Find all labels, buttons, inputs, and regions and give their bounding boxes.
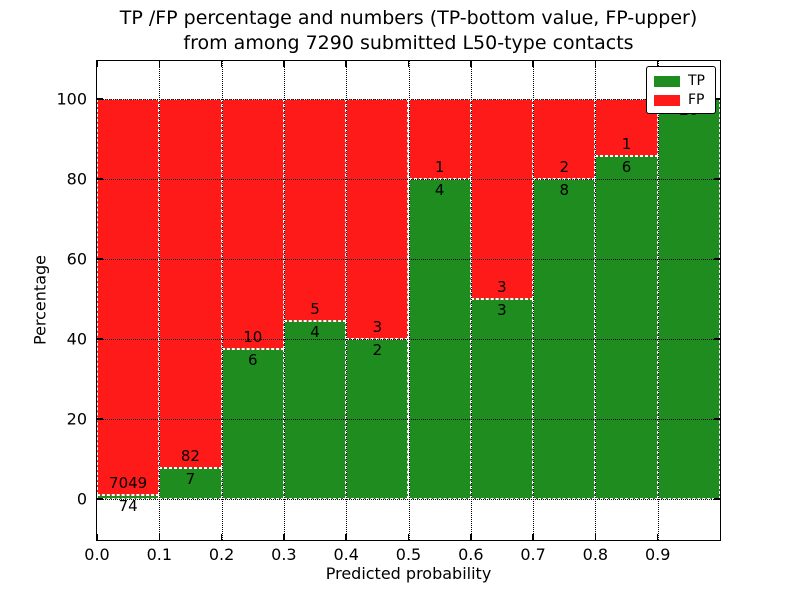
x-tick-label-0.0: 0.0: [84, 545, 110, 564]
bar-label-tp-4: 2: [372, 341, 383, 359]
bar-segment-tp-3: [283, 321, 347, 499]
bar-label-fp-2: 10: [243, 328, 263, 346]
y-tick-right-20: [714, 418, 720, 420]
bar-segment-tp-2: [221, 349, 284, 499]
legend-swatch-fp: [654, 94, 680, 106]
y-tick-right-80: [714, 178, 720, 180]
x-tick-top-0: [96, 61, 98, 67]
bar-segment-fp-2: [221, 99, 284, 349]
x-tick-bottom-2: [220, 534, 223, 540]
y-tick-left-60: [97, 258, 103, 260]
x-tick-label-0.6: 0.6: [458, 545, 484, 564]
x-tick-top-1: [158, 61, 161, 67]
bar-label-tp-8: 6: [621, 158, 632, 177]
x-tick-bottom-9: [656, 534, 659, 540]
legend-label-tp: TP: [688, 73, 705, 89]
x-tick-top-3: [283, 61, 285, 67]
grid-line-y-0: [97, 499, 720, 500]
x-tick-label-0.9: 0.9: [644, 545, 671, 564]
y-tick-label-80: 80: [66, 169, 87, 189]
bar-segment-tp-9: [657, 99, 720, 499]
bar-label-fp-3: 5: [310, 300, 320, 319]
bar-label-fp-7: 2: [559, 158, 570, 176]
bar-segment-tp-8: [595, 156, 658, 499]
x-tick-bottom-1: [158, 534, 161, 540]
bar-label-fp-1: 82: [180, 446, 200, 465]
y-tick-left-100: [97, 98, 103, 100]
x-tick-bottom-7: [532, 534, 534, 540]
bar-label-tp-0: 74: [118, 496, 138, 515]
y-tick-right-40: [714, 338, 720, 340]
plot-area: TP FP 7049 74 82 7 10 6 5 4 3 2 1 4 3 3 2 8 1 6 20 0.0 0.1 0.…: [56, 60, 721, 564]
x-tick-label-0.2: 0.2: [208, 545, 235, 564]
x-tick-label-0.7: 0.7: [520, 545, 546, 564]
y-tick-left-20: [97, 418, 103, 420]
x-tick-bottom-3: [283, 534, 285, 540]
legend: TP FP: [646, 66, 716, 114]
legend-swatch-tp: [654, 75, 680, 87]
y-tick-label-60: 60: [66, 249, 87, 269]
y-tick-left-80: [97, 178, 103, 180]
bar-segment-tp-0: [97, 494, 160, 499]
x-tick-bottom-6: [470, 534, 472, 540]
y-tick-left-40: [97, 338, 103, 340]
y-axis-label: Percentage: [30, 254, 50, 346]
x-tick-top-7: [532, 61, 534, 67]
y-tick-right-0: [714, 498, 720, 500]
bar-label-fp-6: 3: [497, 278, 507, 296]
bar-segment-tp-7: [533, 179, 596, 499]
bar-label-tp-2: 6: [247, 351, 258, 369]
chart-title: TP /FP percentage and numbers (TP-bottom…: [97, 6, 720, 56]
y-tick-left-0: [97, 498, 103, 500]
x-tick-top-5: [407, 61, 410, 67]
bar-segment-fp-7: [533, 99, 596, 179]
x-axis-label: Predicted probability: [325, 564, 492, 583]
x-tick-top-2: [220, 61, 223, 67]
bar-segment-fp-3: [283, 99, 347, 322]
x-tick-bottom-0: [96, 534, 98, 540]
bar-label-tp-1: 7: [185, 469, 196, 488]
bar-segment-fp-6: [470, 99, 534, 299]
x-tick-top-4: [345, 61, 347, 67]
bar-label-tp-6: 3: [497, 301, 507, 319]
bar-label-fp-4: 3: [372, 318, 383, 336]
bar-label-fp-8: 1: [621, 135, 632, 154]
bar-label-fp-0: 7049: [109, 473, 148, 492]
chart-title-line1: TP /FP percentage and numbers (TP-bottom…: [119, 7, 698, 29]
x-tick-bottom-4: [345, 534, 347, 540]
bar-segment-fp-0: [97, 99, 160, 495]
bar-segment-tp-4: [346, 339, 409, 499]
x-tick-label-0.5: 0.5: [395, 545, 422, 564]
bar-label-tp-5: 4: [434, 181, 445, 199]
bar-segment-fp-5: [408, 99, 471, 179]
bar-segment-tp-1: [159, 467, 222, 499]
bar-segment-fp-1: [159, 99, 222, 468]
x-tick-label-0.8: 0.8: [582, 545, 609, 564]
legend-label-fp: FP: [688, 92, 705, 108]
y-tick-label-100: 100: [56, 89, 87, 109]
y-tick-label-40: 40: [66, 329, 87, 349]
x-tick-label-0.4: 0.4: [333, 545, 359, 564]
bar-label-fp-5: 1: [434, 158, 445, 176]
x-tick-bottom-5: [407, 534, 410, 540]
y-tick-right-60: [714, 258, 720, 260]
y-tick-label-0: 0: [76, 489, 87, 509]
x-tick-top-8: [594, 61, 597, 67]
x-tick-bottom-8: [594, 534, 597, 540]
bar-label-tp-3: 4: [310, 323, 320, 342]
bar-segment-fp-4: [346, 99, 409, 339]
legend-item-fp: FP: [654, 92, 708, 108]
x-tick-top-6: [470, 61, 472, 67]
x-tick-label-0.3: 0.3: [271, 545, 297, 564]
x-tick-label-0.1: 0.1: [146, 545, 173, 564]
y-tick-label-20: 20: [66, 409, 87, 429]
bar-segment-tp-5: [408, 179, 471, 499]
legend-item-tp: TP: [654, 73, 708, 89]
chart-title-line2: from among 7290 submitted L50-type conta…: [183, 32, 634, 54]
bar-segment-tp-6: [470, 299, 534, 499]
bar-label-tp-7: 8: [559, 181, 570, 199]
